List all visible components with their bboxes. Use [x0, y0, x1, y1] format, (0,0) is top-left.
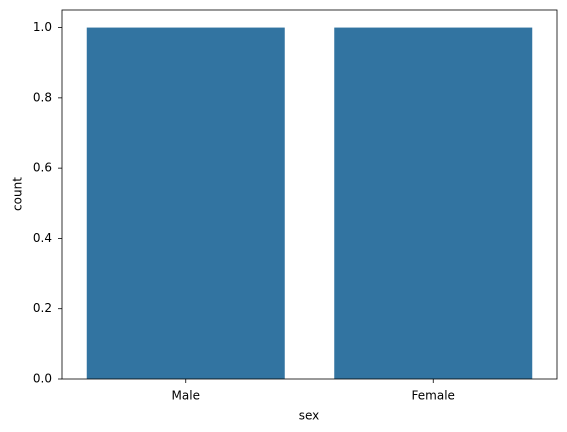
plot-frame: [61, 9, 558, 380]
y-tick-label: 0.2: [33, 301, 52, 315]
y-tick-label: 0.6: [33, 161, 52, 175]
y-tick-label: 0.4: [33, 231, 52, 245]
y-tick-label: 1.0: [33, 20, 52, 34]
bar: [334, 27, 533, 379]
x-tick-label: Male: [172, 389, 200, 403]
y-axis-label: count: [11, 177, 25, 211]
x-tick-label: Female: [412, 389, 455, 403]
y-tick-label: 0.0: [33, 372, 52, 386]
bar: [86, 27, 285, 379]
x-axis-label: sex: [299, 409, 320, 423]
y-tick-label: 0.8: [33, 90, 52, 104]
